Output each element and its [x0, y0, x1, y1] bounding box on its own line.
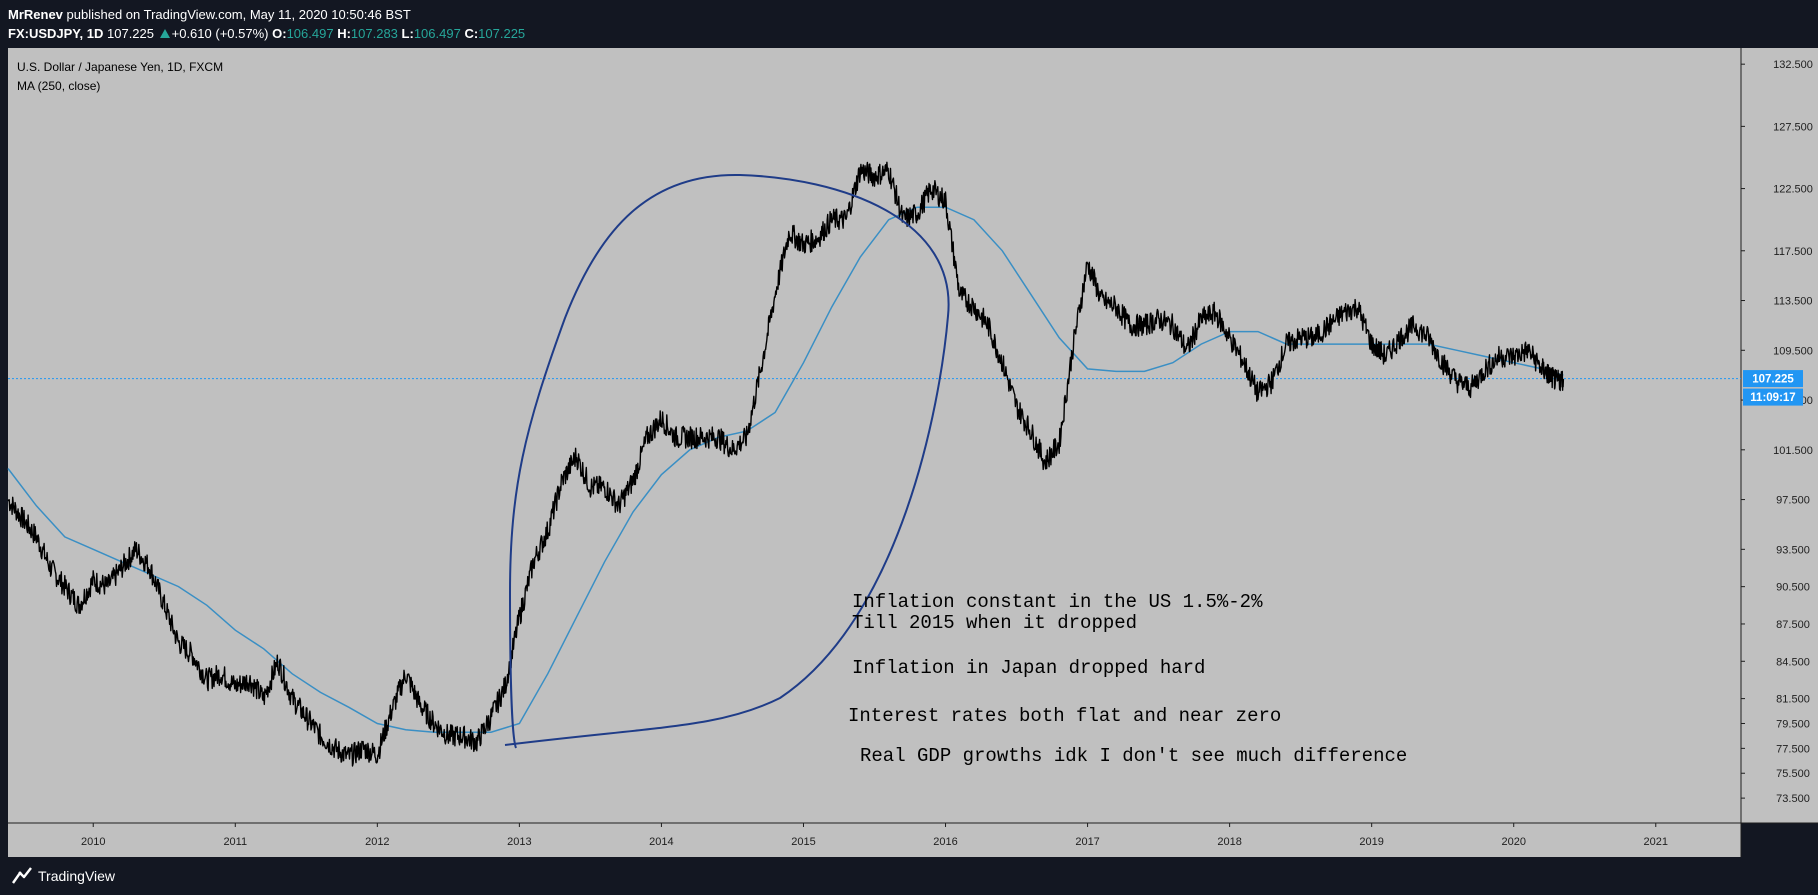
legend-indicator[interactable]: MA (250, close) [17, 79, 100, 93]
y-tick-label: 113.500 [1774, 296, 1813, 308]
low-value: 106.497 [413, 26, 461, 41]
tradingview-logo-icon[interactable] [10, 865, 34, 887]
y-tick-label: 84.500 [1776, 656, 1810, 668]
time-axis[interactable] [8, 823, 1741, 857]
low-label: L: [401, 26, 414, 41]
annotation-japan-inflation[interactable]: Inflation in Japan dropped hard [852, 657, 1205, 679]
footer-bar: TradingView [0, 857, 1818, 895]
price-tag-text: 107.225 [1752, 374, 1794, 386]
y-tick-label: 127.500 [1773, 121, 1813, 133]
x-tick-label: 2019 [1359, 836, 1383, 848]
x-tick-label: 2011 [223, 836, 247, 848]
x-tick-label: 2018 [1217, 836, 1241, 848]
x-tick-group: 2010 2011 2012 2013 2014 2015 2016 2017 2018 2019… [81, 823, 1668, 848]
price-tag [1743, 370, 1803, 388]
countdown-tag [1743, 388, 1803, 406]
countdown-tag-text: 11:09:17 [1750, 392, 1795, 404]
x-tick-label: 2020 [1501, 836, 1525, 848]
publish-line: MrRenev published on TradingView.com, Ma… [8, 7, 411, 22]
freehand-ellipse-drawing[interactable] [504, 173, 950, 749]
y-tick-label: 75.500 [1776, 768, 1810, 780]
y-tick-label: 117.500 [1774, 246, 1813, 258]
y-tick-label: 81.500 [1776, 694, 1810, 706]
x-tick-label: 2013 [507, 836, 531, 848]
last-price: 107.225 [107, 26, 154, 41]
y-tick-label: 97.500 [1776, 495, 1810, 507]
publish-header: MrRenev published on TradingView.com, Ma… [0, 0, 1818, 48]
up-arrow-icon [159, 29, 170, 38]
annotation-text-group[interactable]: Inflation constant in the US 1.5%-2% Til… [848, 591, 1407, 767]
y-tick-label: 77.500 [1776, 743, 1810, 755]
x-tick-label: 2015 [791, 836, 815, 848]
annotation-till-2015[interactable]: Till 2015 when it dropped [852, 612, 1137, 634]
price-chart[interactable]: 132.500 127.500 122.500 117.500 113.500 109.5… [0, 48, 1818, 857]
y-tick-label: 79.500 [1776, 718, 1810, 730]
high-label: H: [337, 26, 351, 41]
quote-line: FX:USDJPY, 1D 107.225 +0.610 (+0.57%) O:… [8, 26, 525, 41]
annotation-real-gdp[interactable]: Real GDP growths idk I don't see much di… [860, 745, 1407, 767]
publish-info: published on TradingView.com, May 11, 20… [62, 7, 411, 22]
x-tick-label: 2012 [365, 836, 389, 848]
legend-instrument[interactable]: U.S. Dollar / Japanese Yen, 1D, FXCM [17, 60, 223, 74]
high-value: 107.283 [350, 26, 398, 41]
y-tick-label: 73.500 [1776, 793, 1810, 805]
x-tick-label: 2017 [1075, 836, 1099, 848]
y-tick-label: 122.500 [1773, 184, 1813, 196]
x-tick-label: 2016 [933, 836, 957, 848]
symbol-label: FX:USDJPY, 1D [8, 26, 104, 41]
price-change: +0.610 (+0.57%) [171, 26, 269, 41]
x-tick-label: 2010 [81, 836, 105, 848]
y-tick-label: 132.500 [1773, 59, 1813, 71]
author-name[interactable]: MrRenev [8, 7, 63, 22]
y-tick-label: 101.500 [1773, 445, 1813, 457]
ma-line [7, 206, 1564, 733]
annotation-us-inflation[interactable]: Inflation constant in the US 1.5%-2% [852, 591, 1263, 613]
price-axis[interactable] [1741, 48, 1818, 823]
x-tick-label: 2021 [1644, 836, 1668, 848]
y-tick-label: 90.500 [1776, 582, 1810, 594]
y-tick-label: 93.500 [1776, 544, 1810, 556]
close-label: C: [464, 26, 479, 41]
x-tick-label: 2014 [649, 836, 673, 848]
close-value: 107.225 [478, 26, 526, 41]
tradingview-brand[interactable]: TradingView [38, 868, 116, 884]
annotation-interest-rates[interactable]: Interest rates both flat and near zero [848, 705, 1281, 727]
price-line [7, 161, 1565, 767]
y-tick-label: 109.500 [1773, 345, 1813, 357]
open-label: O: [272, 26, 287, 41]
open-value: 106.497 [286, 26, 334, 41]
y-tick-label: 87.500 [1776, 619, 1810, 631]
